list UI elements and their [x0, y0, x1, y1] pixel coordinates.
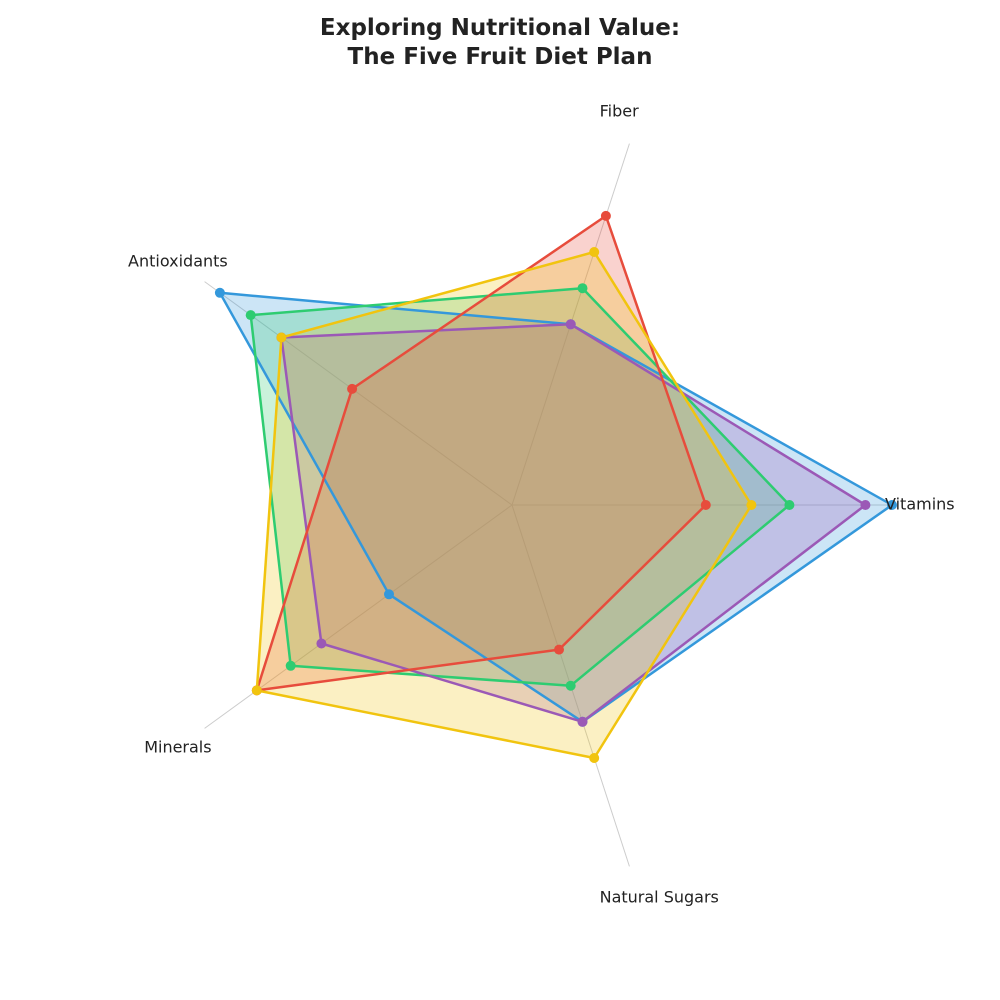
series-4-point-natural-sugars	[554, 644, 564, 655]
axis-label-antioxidants: Antioxidants	[128, 252, 228, 271]
series-5-area	[256, 252, 752, 758]
series-5-point-natural-sugars	[589, 753, 600, 763]
series-5-line	[255, 250, 753, 760]
axis-label-natural-sugars: Natural Sugars	[600, 887, 719, 906]
series-4-point-fiber	[600, 210, 611, 221]
series-3-area	[281, 324, 866, 722]
series-2-point-minerals	[285, 660, 296, 671]
series-4-point-antioxidants	[347, 383, 358, 394]
series-2-point-natural-sugars	[565, 680, 576, 691]
axis-label-minerals: Minerals	[144, 737, 211, 756]
series-fills	[219, 215, 892, 758]
series-2-point-fiber	[577, 283, 588, 294]
series-4-line	[255, 214, 708, 692]
series-1-line	[218, 291, 894, 724]
series-5-point-minerals	[251, 685, 262, 696]
series-2-point-antioxidants	[245, 310, 256, 321]
chart-title: Exploring Nutritional Value: The Five Fr…	[319, 15, 681, 70]
series-5-point-vitamins	[746, 500, 757, 510]
series-2-point-vitamins	[784, 500, 795, 510]
spoke-antioxidants	[204, 281, 513, 506]
series-3-point-vitamins	[860, 500, 871, 510]
series-4-area	[256, 215, 706, 691]
series-3-line	[280, 323, 867, 724]
axis-labels: Vitamins Fiber Antioxidants Minerals Natural…	[128, 102, 955, 907]
series-3-point-minerals	[316, 638, 327, 649]
series-3-point-fiber	[565, 319, 576, 330]
axis-label-fiber: Fiber	[600, 102, 639, 121]
series-3-point-natural-sugars	[577, 716, 588, 727]
series-5-point-fiber	[589, 247, 600, 257]
series-1-point-minerals	[384, 589, 394, 600]
series-1-point-antioxidants	[214, 287, 225, 298]
series-outlines	[218, 214, 894, 760]
series-points	[214, 210, 897, 763]
axis-label-vitamins: Vitamins	[885, 495, 955, 514]
series-5-point-antioxidants	[276, 332, 287, 343]
series-1-point-vitamins	[887, 500, 897, 510]
series-4-point-vitamins	[700, 500, 711, 510]
